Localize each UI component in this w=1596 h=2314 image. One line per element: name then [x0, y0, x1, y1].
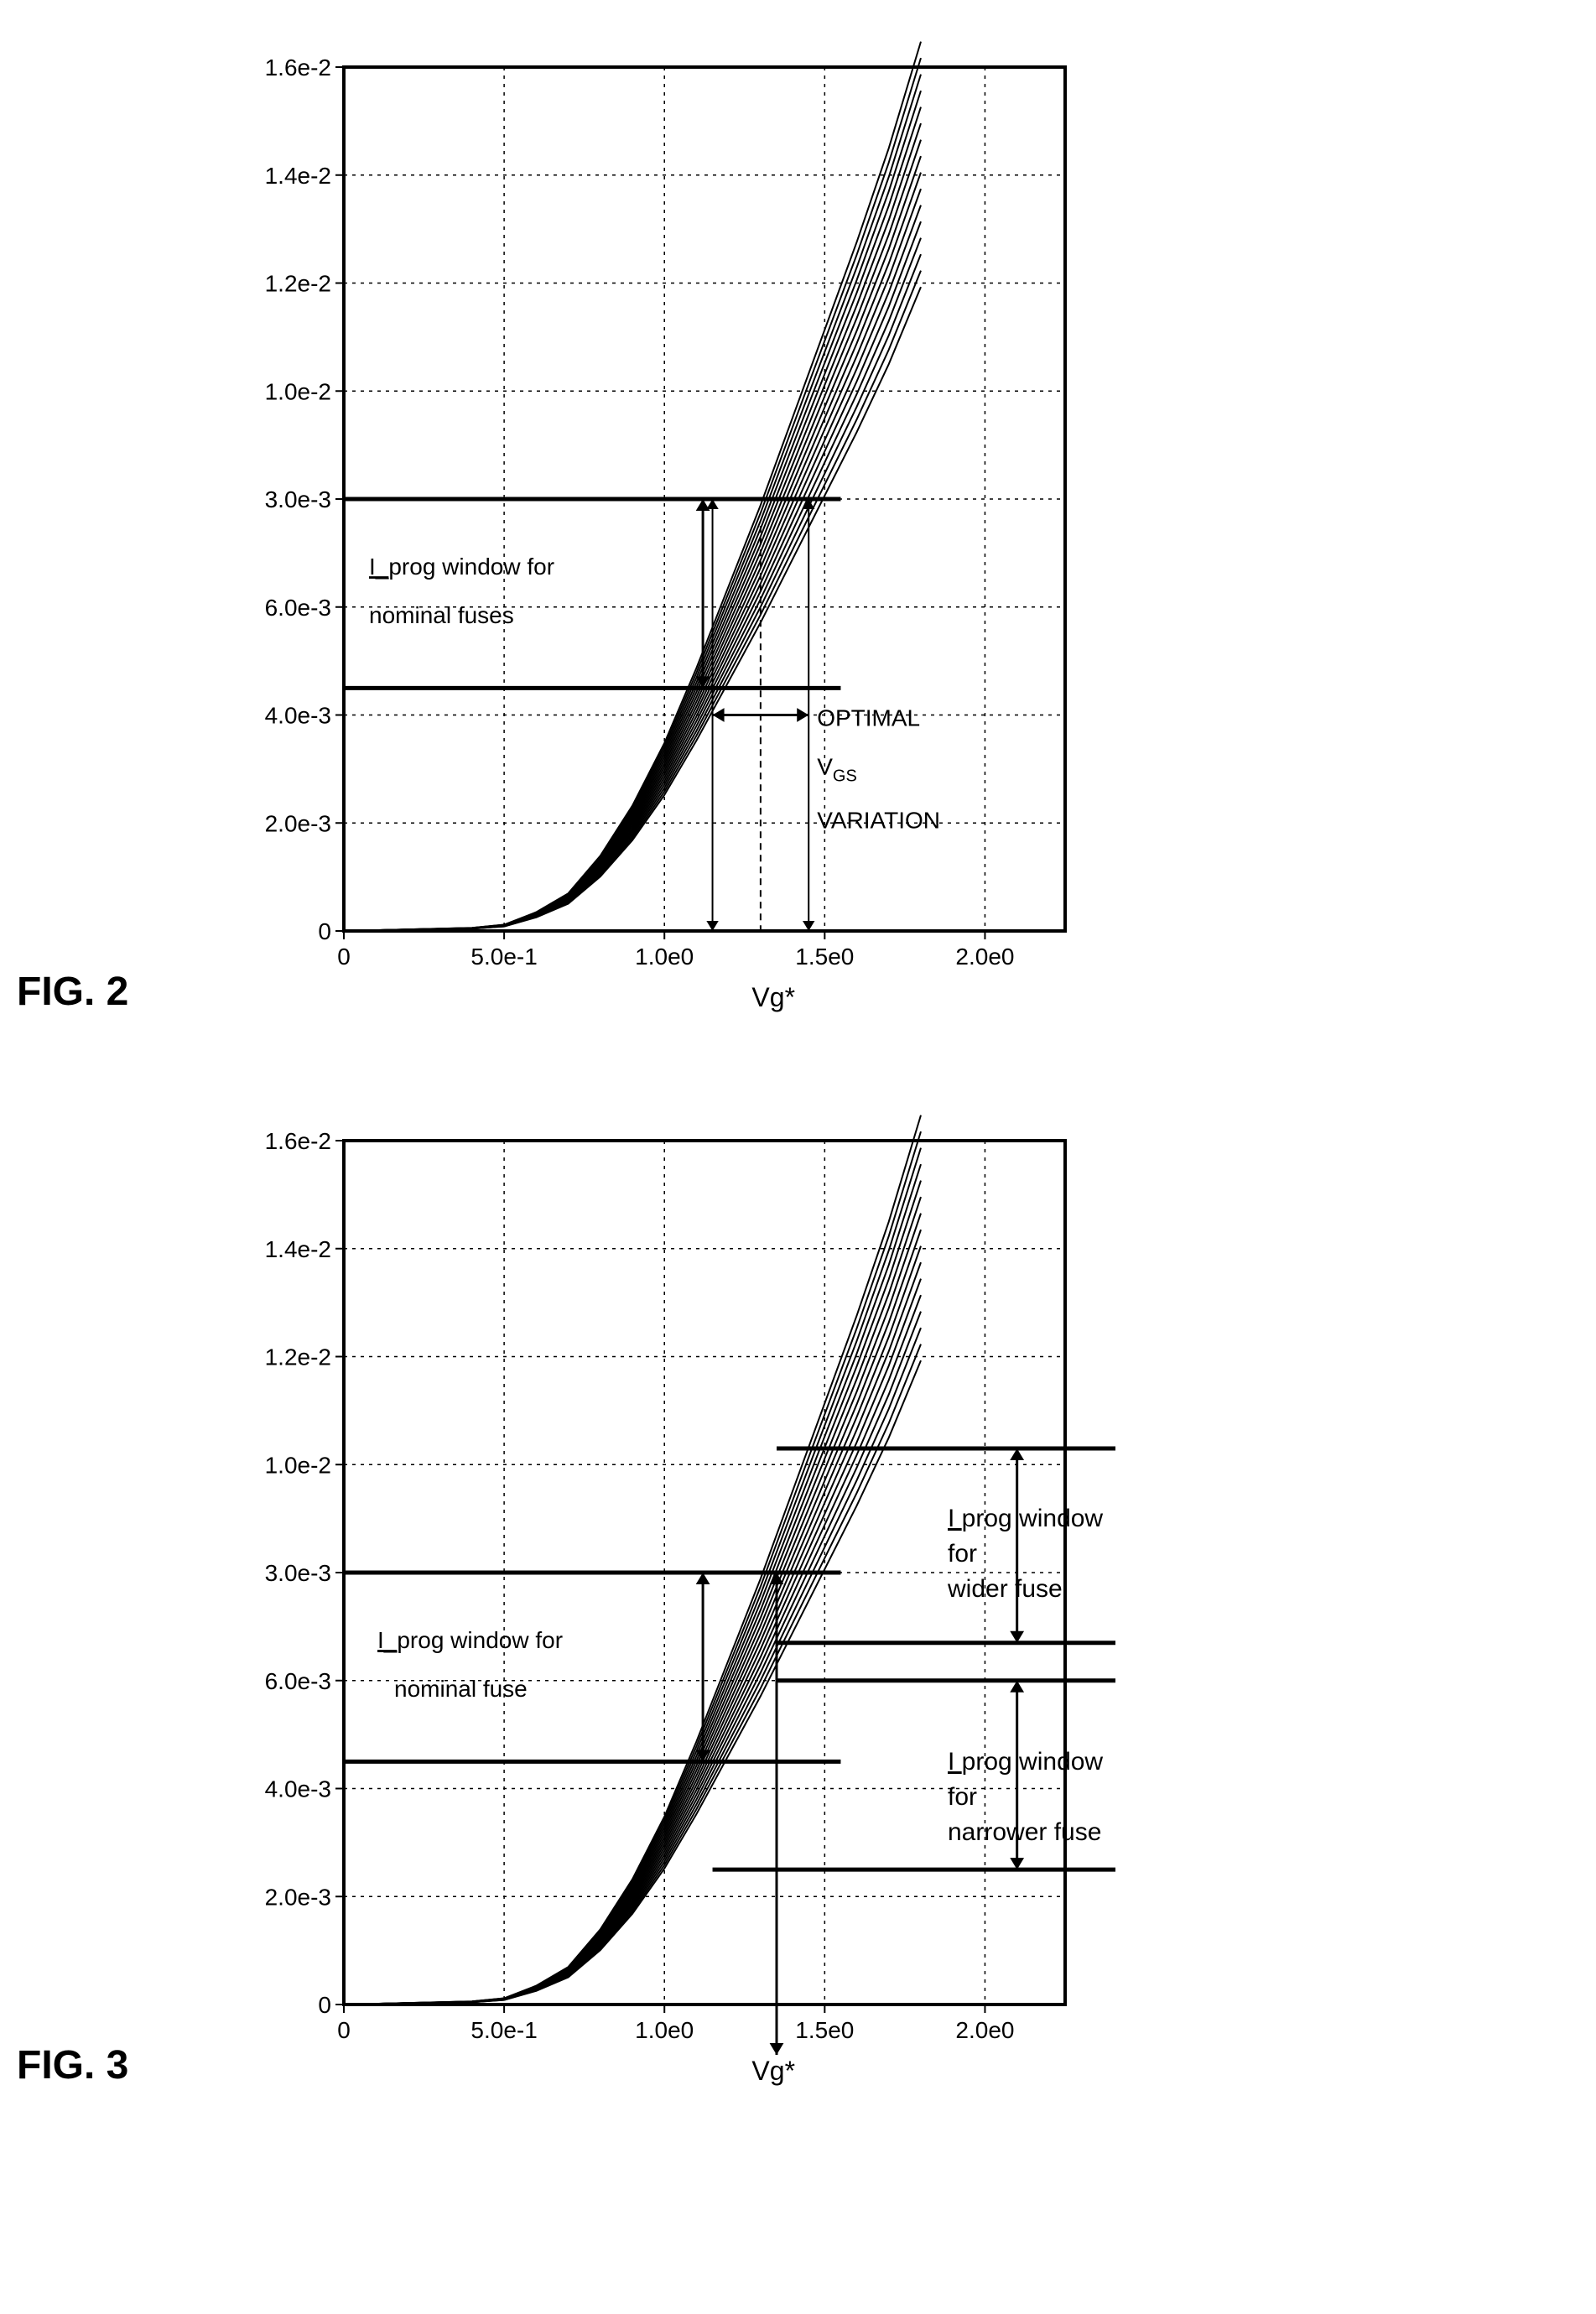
figure-3-block: FIG. 3 0 2.0e-3 4.0e-3 6.0e-3 3.0e-3 1.0e-2 1.… — [17, 1107, 1579, 2114]
svg-text:3.0e-3: 3.0e-3 — [265, 1560, 331, 1586]
svg-text:2.0e-3: 2.0e-3 — [265, 810, 331, 836]
svg-text:0: 0 — [337, 944, 351, 970]
figure-3-label: FIG. 3 — [17, 2042, 185, 2088]
svg-text:2.0e-3: 2.0e-3 — [265, 1884, 331, 1910]
svg-text:VARIATION: VARIATION — [817, 808, 940, 834]
svg-text:5.0e-1: 5.0e-1 — [470, 944, 537, 970]
svg-text:1.4e-2: 1.4e-2 — [265, 1236, 331, 1262]
svg-text:1.2e-2: 1.2e-2 — [265, 1344, 331, 1370]
svg-text:1.0e0: 1.0e0 — [635, 944, 694, 970]
svg-text:Vg*: Vg* — [751, 982, 795, 1012]
svg-text:2.0e0: 2.0e0 — [955, 944, 1014, 970]
figure-3-chart: 0 2.0e-3 4.0e-3 6.0e-3 3.0e-3 1.0e-2 1.2e-2 1.4… — [210, 1107, 1132, 2114]
svg-text:OPTIMAL: OPTIMAL — [817, 705, 920, 731]
svg-text:6.0e-3: 6.0e-3 — [265, 1668, 331, 1694]
svg-text:nominal fuses: nominal fuses — [369, 602, 514, 628]
wider-fuse-annot: I prog window forwider fuse — [948, 1501, 1132, 1607]
svg-text:1.5e0: 1.5e0 — [795, 944, 854, 970]
svg-text:1.6e-2: 1.6e-2 — [265, 55, 331, 81]
svg-text:6.0e-3: 6.0e-3 — [265, 595, 331, 621]
svg-text:1.0e0: 1.0e0 — [635, 2017, 694, 2043]
svg-text:4.0e-3: 4.0e-3 — [265, 1776, 331, 1802]
svg-text:I_prog window for: I_prog window for — [369, 554, 554, 580]
figure-2-svg: 0 2.0e-3 4.0e-3 6.0e-3 3.0e-3 1.0e-2 1.2e-2 1.4… — [210, 34, 1132, 1040]
svg-text:nominal fuse: nominal fuse — [394, 1676, 528, 1702]
svg-text:4.0e-3: 4.0e-3 — [265, 703, 331, 729]
svg-text:5.0e-1: 5.0e-1 — [470, 2017, 537, 2043]
svg-text:0: 0 — [318, 1992, 331, 2018]
svg-text:2.0e0: 2.0e0 — [955, 2017, 1014, 2043]
svg-text:0: 0 — [318, 918, 331, 944]
figure-2-block: FIG. 2 0 2.0e-3 4.0e-3 6.0e-3 3.0e-3 1.0e-2 1.… — [17, 34, 1579, 1040]
svg-text:1.6e-2: 1.6e-2 — [265, 1128, 331, 1154]
svg-text:Vg*: Vg* — [751, 2056, 795, 2086]
svg-text:3.0e-3: 3.0e-3 — [265, 486, 331, 512]
figure-2-chart: 0 2.0e-3 4.0e-3 6.0e-3 3.0e-3 1.0e-2 1.2e-2 1.4… — [210, 34, 1132, 1040]
svg-text:I_prog window for: I_prog window for — [377, 1627, 563, 1653]
svg-text:1.5e0: 1.5e0 — [795, 2017, 854, 2043]
svg-text:0: 0 — [337, 2017, 351, 2043]
svg-text:1.4e-2: 1.4e-2 — [265, 163, 331, 189]
svg-text:1.0e-2: 1.0e-2 — [265, 1452, 331, 1478]
figure-3-svg: 0 2.0e-3 4.0e-3 6.0e-3 3.0e-3 1.0e-2 1.2e-2 1.4… — [210, 1107, 1132, 2114]
figure-2-label: FIG. 2 — [17, 969, 185, 1015]
svg-text:1.0e-2: 1.0e-2 — [265, 378, 331, 404]
narrower-fuse-annot: I prog window fornarrower fuse — [948, 1745, 1132, 1850]
svg-text:1.2e-2: 1.2e-2 — [265, 271, 331, 297]
